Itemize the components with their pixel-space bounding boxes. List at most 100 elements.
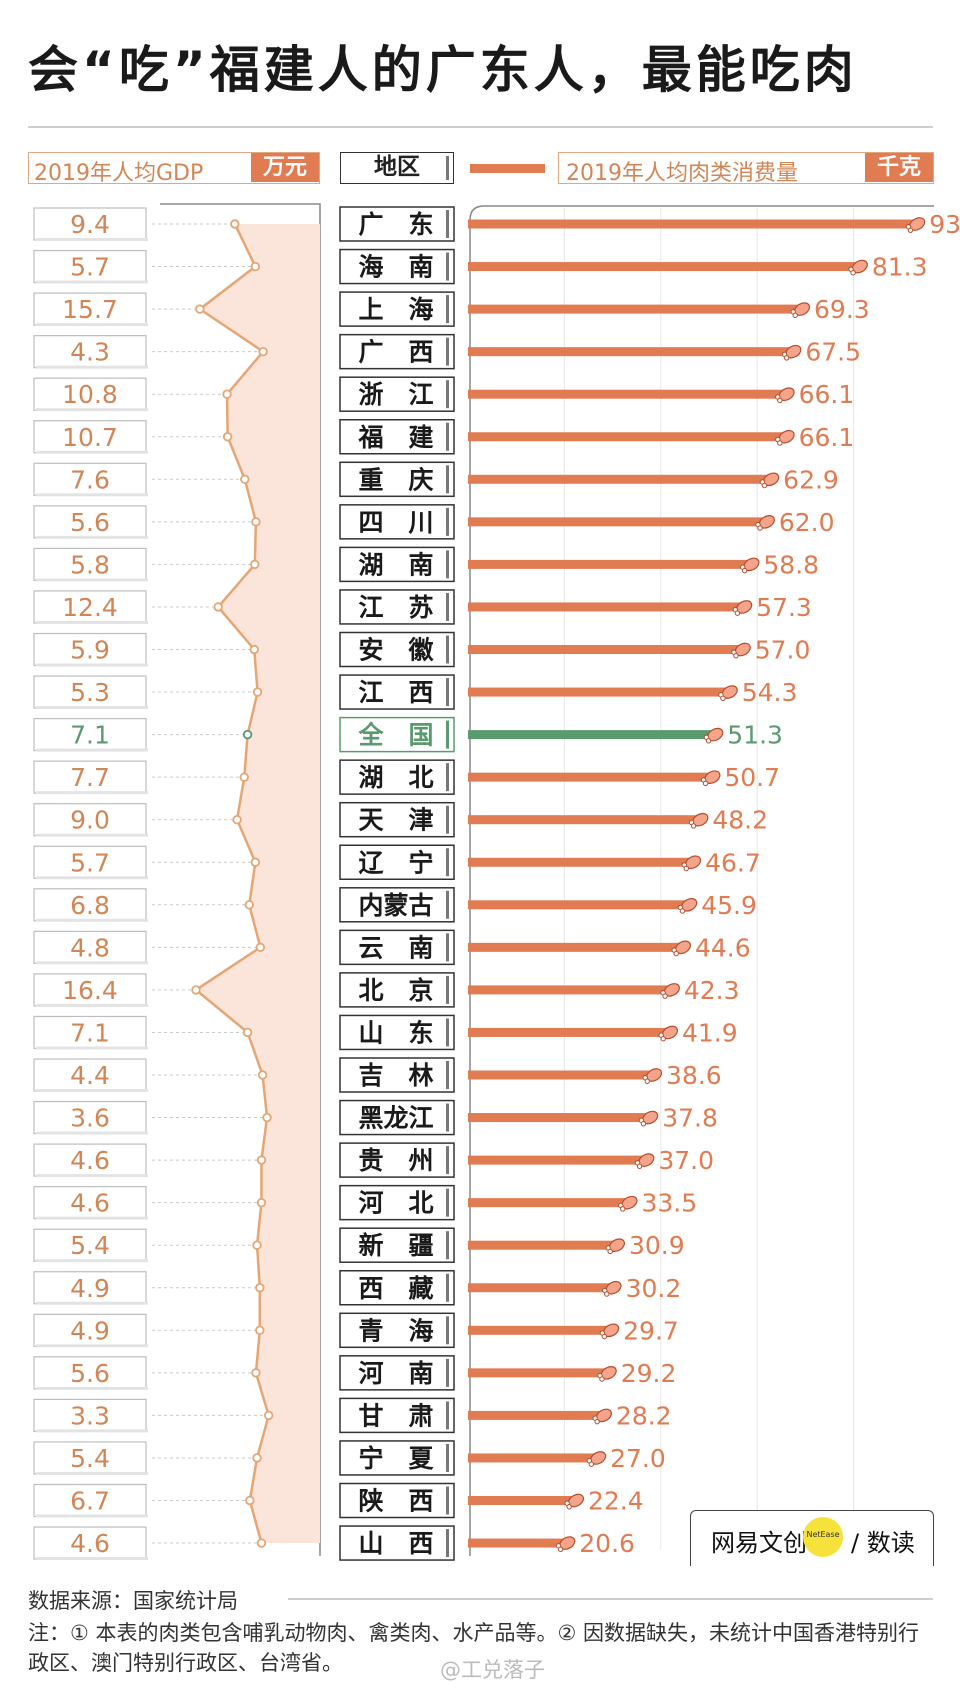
gdp-value-box-shadow bbox=[36, 1429, 148, 1433]
logo-left-text: 网易文创 bbox=[711, 1529, 807, 1557]
meat-value-label: 54.3 bbox=[742, 678, 798, 707]
gdp-value-box bbox=[33, 888, 147, 922]
region-label: 天 津 bbox=[358, 806, 433, 835]
gdp-point bbox=[255, 1325, 265, 1335]
gdp-point bbox=[256, 1197, 267, 1208]
gdp-value-box-shadow bbox=[36, 1344, 148, 1348]
meat-bar bbox=[468, 772, 713, 782]
gdp-value-box bbox=[33, 420, 147, 454]
gdp-point bbox=[230, 219, 240, 229]
gdp-area bbox=[195, 224, 320, 1544]
gdp-value-label: 7.6 bbox=[70, 465, 110, 494]
region-label: 广 西 bbox=[358, 338, 433, 367]
drumstick-bone-knob bbox=[566, 1504, 572, 1510]
gdp-value-box bbox=[33, 1356, 147, 1390]
drumstick-icon bbox=[555, 1536, 576, 1552]
gdp-value-box bbox=[33, 845, 147, 879]
gdp-value-box-shadow bbox=[36, 876, 148, 880]
gdp-value-box bbox=[33, 462, 147, 496]
drumstick-icon bbox=[564, 1493, 585, 1510]
gdp-value-box-shadow bbox=[36, 1301, 148, 1305]
meat-bar bbox=[468, 1538, 568, 1548]
meat-bar bbox=[468, 262, 860, 272]
drumstick-bone-knob bbox=[607, 1248, 613, 1255]
gdp-point bbox=[242, 1027, 253, 1038]
region-label: 江 苏 bbox=[358, 593, 433, 622]
drumstick-bone-knob bbox=[619, 1206, 626, 1212]
drumstick-bone-knob bbox=[783, 355, 790, 361]
drumstick-bone-knob bbox=[733, 653, 739, 659]
region-box-edge bbox=[446, 1103, 449, 1132]
gdp-point bbox=[250, 559, 260, 570]
logo-yellow-dot bbox=[803, 1517, 843, 1557]
region-box-edge bbox=[446, 1529, 449, 1558]
gdp-value-label: 12.4 bbox=[62, 593, 118, 622]
region-box-edge bbox=[446, 337, 449, 366]
region-box-edge bbox=[446, 1231, 449, 1260]
region-box bbox=[339, 461, 455, 498]
gdp-value-box-shadow bbox=[36, 323, 148, 327]
region-label: 青 海 bbox=[358, 1316, 433, 1345]
gdp-value-label: 6.8 bbox=[70, 891, 110, 920]
region-box bbox=[339, 1142, 455, 1178]
gdp-value-label: 5.4 bbox=[70, 1231, 110, 1260]
drumstick-icon bbox=[681, 855, 702, 872]
meat-bar bbox=[468, 1283, 614, 1293]
region-box bbox=[339, 631, 455, 668]
region-box bbox=[339, 1355, 455, 1391]
gdp-value-label: 10.7 bbox=[62, 423, 118, 452]
gdp-value-box-shadow bbox=[36, 1089, 148, 1092]
gdp-value-box bbox=[33, 760, 147, 794]
drumstick-bone-knob bbox=[705, 738, 712, 744]
gdp-value-label: 4.6 bbox=[70, 1529, 110, 1558]
gdp-point bbox=[251, 517, 261, 527]
gdp-value-box bbox=[33, 1526, 147, 1560]
gdp-point bbox=[255, 1283, 265, 1293]
region-box-edge bbox=[446, 805, 449, 834]
drumstick-bone-knob bbox=[761, 482, 768, 489]
meat-bar bbox=[468, 517, 767, 527]
gdp-point bbox=[239, 772, 249, 782]
meat-bar bbox=[468, 1410, 604, 1420]
gdp-value-label: 6.7 bbox=[70, 1487, 110, 1516]
meat-bar bbox=[468, 219, 918, 229]
gdp-value-box-shadow bbox=[36, 365, 148, 369]
meat-value-label: 37.8 bbox=[662, 1104, 718, 1133]
region-label: 西 藏 bbox=[358, 1274, 433, 1303]
logo-mid-text: NetEase bbox=[806, 1530, 840, 1539]
region-box-edge bbox=[446, 890, 449, 919]
gdp-value-box bbox=[33, 505, 147, 539]
region-box-edge bbox=[446, 1188, 449, 1217]
region-label: 安 徽 bbox=[358, 636, 434, 665]
drumstick-icon bbox=[739, 557, 760, 574]
region-box bbox=[339, 674, 455, 710]
drumstick-bone-knob bbox=[690, 823, 697, 829]
meat-value-label: 50.7 bbox=[724, 763, 780, 792]
data-source: 数据来源：国家统计局 bbox=[28, 1589, 238, 1613]
drumstick-icon bbox=[759, 472, 780, 489]
gdp-value-label: 5.9 bbox=[70, 636, 110, 665]
region-box bbox=[339, 419, 455, 455]
gdp-point bbox=[249, 644, 259, 655]
region-box bbox=[339, 716, 455, 753]
meat-value-label: 33.5 bbox=[641, 1189, 697, 1218]
gdp-value-box-shadow bbox=[36, 450, 148, 454]
meat-value-label: 62.0 bbox=[779, 508, 835, 537]
meat-value-label: 22.4 bbox=[588, 1487, 644, 1516]
region-box-edge bbox=[446, 210, 449, 238]
gdp-value-label: 5.3 bbox=[70, 678, 110, 707]
gdp-point bbox=[232, 815, 242, 825]
region-box-edge bbox=[446, 763, 449, 792]
meat-value-label: 29.2 bbox=[621, 1359, 677, 1388]
gdp-value-box-shadow bbox=[36, 1471, 148, 1475]
region-label: 海 南 bbox=[358, 253, 433, 282]
gdp-value-box bbox=[33, 249, 147, 284]
region-box bbox=[339, 1184, 455, 1221]
drumstick-bone-knob bbox=[660, 1035, 666, 1042]
gdp-point bbox=[252, 687, 263, 697]
gdp-value-box-shadow bbox=[36, 238, 148, 241]
meat-value-label: 30.9 bbox=[629, 1231, 685, 1260]
region-box-edge bbox=[446, 465, 449, 494]
region-box-edge bbox=[446, 380, 449, 409]
